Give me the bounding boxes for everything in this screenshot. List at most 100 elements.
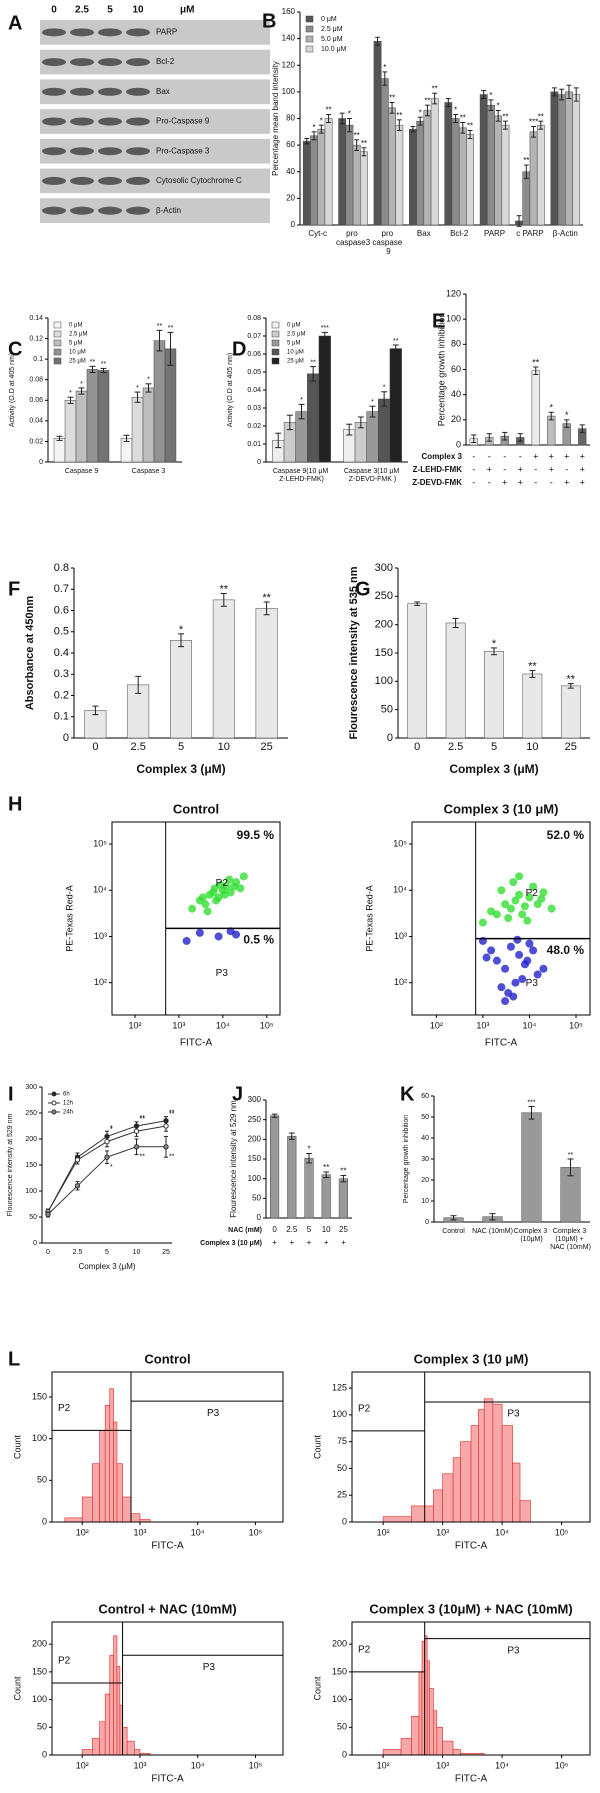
y-tick-label: 10³	[94, 931, 107, 941]
significance-label: *	[80, 381, 83, 388]
bar	[352, 144, 361, 226]
y-tick-label: 0	[456, 439, 461, 449]
data-point	[236, 884, 245, 893]
legend-swatch	[271, 348, 280, 356]
y-tick-label: 0.7	[54, 583, 69, 595]
histogram-bar	[442, 1473, 454, 1523]
histogram-bar	[113, 1635, 118, 1756]
y-tick-label: 100	[32, 1694, 47, 1704]
x-tick-label: 10²	[430, 1020, 443, 1030]
bar	[373, 41, 382, 226]
y-tick-label: 200	[32, 1639, 47, 1649]
y-tick-label: 0.3	[54, 668, 69, 680]
table-cell: 10	[322, 1225, 331, 1234]
x-tick-label: 10	[133, 1249, 141, 1256]
y-tick-label: 0	[342, 1749, 347, 1759]
histogram-bar	[99, 1430, 106, 1523]
y-tick-label: 0.07	[247, 333, 261, 340]
data-point	[515, 872, 524, 881]
legend-swatch	[305, 25, 314, 33]
bar	[572, 94, 581, 226]
data-point	[232, 930, 241, 939]
blot-band	[126, 176, 150, 185]
y-tick-label: 50	[29, 1214, 37, 1221]
data-point	[525, 893, 534, 902]
data-point	[511, 896, 520, 905]
significance-label: *	[69, 390, 72, 397]
x-tick-label: 10²	[128, 1020, 141, 1030]
table-cell: -	[503, 464, 506, 474]
data-point	[487, 946, 496, 955]
y-tick-label: 300	[25, 1084, 37, 1091]
histogram-bar	[64, 1517, 83, 1523]
y-tick-label: 0	[39, 459, 43, 466]
unit-label: μM	[180, 5, 194, 16]
blot-band	[98, 176, 122, 185]
data-point	[203, 907, 212, 916]
table-cell: +	[580, 464, 585, 474]
blot-band	[42, 87, 66, 96]
data-point	[518, 975, 527, 984]
line-marker	[74, 1157, 81, 1163]
x-tick-label: 10⁵	[555, 1527, 569, 1537]
table-cell: +	[549, 464, 554, 474]
bar	[338, 1178, 348, 1219]
gate-label: P2	[58, 1656, 71, 1667]
table-cell: +	[580, 477, 585, 487]
bar	[97, 370, 110, 463]
y-tick-label: 10	[421, 1198, 429, 1205]
data-point	[230, 882, 239, 891]
y-tick-label: 0.2	[54, 689, 69, 701]
histogram-bar	[81, 1496, 93, 1523]
significance-label: *	[549, 403, 553, 413]
y-tick-label: 200	[248, 1134, 262, 1143]
y-tick-label: 150	[32, 1391, 47, 1401]
x-tick-label: Bcl-2	[450, 229, 469, 238]
y-axis-label: Flourescence intensity at 529 nm	[229, 1100, 238, 1218]
histogram-bar	[512, 1462, 521, 1523]
data-point	[195, 928, 204, 937]
histogram-bar	[104, 1405, 111, 1523]
significance-label: **	[393, 338, 399, 345]
significance-label: **	[424, 96, 430, 105]
data-point	[201, 900, 210, 909]
legend-swatch	[51, 1109, 57, 1115]
bar	[310, 135, 318, 226]
row-label: Pro-Caspase 3	[156, 146, 210, 155]
x-tick-label: 10⁵	[555, 1760, 569, 1770]
blot-band	[70, 58, 94, 67]
y-tick-label: 50	[381, 704, 393, 716]
x-tick-label: 10³	[172, 1020, 185, 1030]
y-tick-label: 125	[332, 1382, 347, 1392]
data-point	[501, 997, 510, 1006]
y-tick-label: 80	[286, 114, 295, 123]
gate-label: P3	[216, 968, 229, 979]
x-tick-label: 10⁴	[191, 1527, 205, 1537]
data-point	[506, 904, 515, 913]
x-tick-label: 0	[92, 741, 98, 753]
data-point	[482, 953, 491, 962]
data-point	[501, 964, 510, 973]
row-label: β-Actin	[156, 206, 181, 215]
bar	[302, 140, 311, 226]
line-marker	[104, 1154, 110, 1160]
y-axis-label: Absorbance at 450nm	[24, 596, 36, 711]
histogram-bar	[501, 1425, 513, 1523]
data-point	[504, 914, 513, 923]
bar	[451, 118, 460, 226]
x-tick-label: 10⁴	[522, 1020, 536, 1030]
y-tick-label: 120	[282, 60, 296, 69]
x-tick-label: Bax	[417, 229, 431, 238]
legend-swatch	[51, 1091, 57, 1097]
bar	[212, 599, 235, 739]
histogram-bar	[478, 1409, 485, 1523]
y-axis-label: Percentage growth inhibition	[436, 313, 446, 427]
significance-label: **	[532, 357, 540, 367]
data-point	[214, 932, 223, 941]
histogram-bar	[109, 1654, 114, 1756]
table-cell: +	[272, 1238, 277, 1247]
table-cell: -	[472, 451, 475, 461]
bar	[430, 98, 439, 226]
y-tick-label: 120	[446, 288, 461, 298]
data-point	[210, 884, 219, 893]
